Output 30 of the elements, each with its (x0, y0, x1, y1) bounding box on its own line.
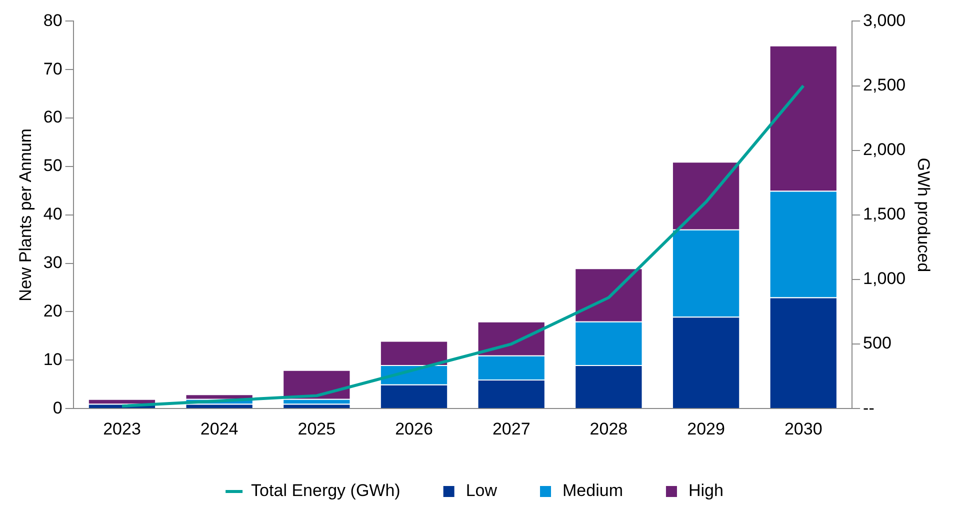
legend-label: High (688, 481, 724, 500)
y2-axis-title: GWh produced (914, 158, 934, 272)
legend-label: Total Energy (GWh) (251, 481, 400, 500)
y2-tick-label: -- (863, 398, 874, 418)
y-tick-label: 20 (43, 301, 62, 320)
y-tick-label: 40 (43, 204, 62, 224)
y-axis-title: New Plants per Annum (16, 128, 35, 302)
x-tick-label: 2029 (687, 419, 725, 438)
y2-tick-label: 1,000 (863, 269, 906, 288)
y-tick-label: 0 (52, 398, 62, 418)
x-tick-label: 2024 (200, 419, 238, 438)
x-tick-label: 2023 (103, 419, 141, 438)
y2-tick-label: 3,000 (863, 10, 906, 30)
x-tick-label: 2027 (492, 419, 530, 438)
y-tick-label: 30 (43, 253, 62, 272)
y-tick-label: 80 (43, 10, 62, 30)
y-tick-label: 10 (43, 350, 62, 369)
x-tick-label: 2028 (590, 419, 628, 438)
x-tick-label: 2030 (784, 419, 822, 438)
y2-tick-label: 2,000 (863, 140, 906, 160)
y2-tick-label: 2,500 (863, 75, 906, 94)
y-tick-label: 50 (43, 156, 62, 176)
legend-label: Low (466, 481, 498, 500)
x-tick-label: 2026 (395, 419, 433, 438)
y-tick-label: 60 (43, 108, 62, 127)
y-tick-label: 70 (43, 59, 62, 78)
legend-label: Medium (562, 481, 623, 500)
y2-tick-label: 1,500 (863, 204, 906, 224)
y2-tick-label: 500 (863, 334, 892, 353)
x-tick-label: 2025 (298, 419, 336, 438)
